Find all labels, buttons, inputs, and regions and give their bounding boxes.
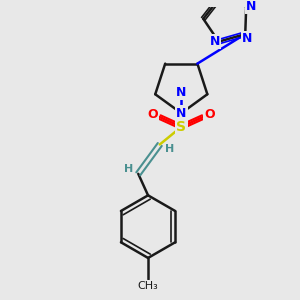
Text: S: S [176,120,186,134]
Text: N: N [176,86,187,99]
Text: O: O [204,108,215,121]
Text: CH₃: CH₃ [138,281,158,291]
Text: N: N [242,32,252,46]
Text: N: N [246,0,256,13]
Text: H: H [165,144,174,154]
Text: H: H [124,164,133,174]
Text: O: O [148,108,158,121]
Text: N: N [210,35,220,48]
Text: N: N [176,107,187,120]
